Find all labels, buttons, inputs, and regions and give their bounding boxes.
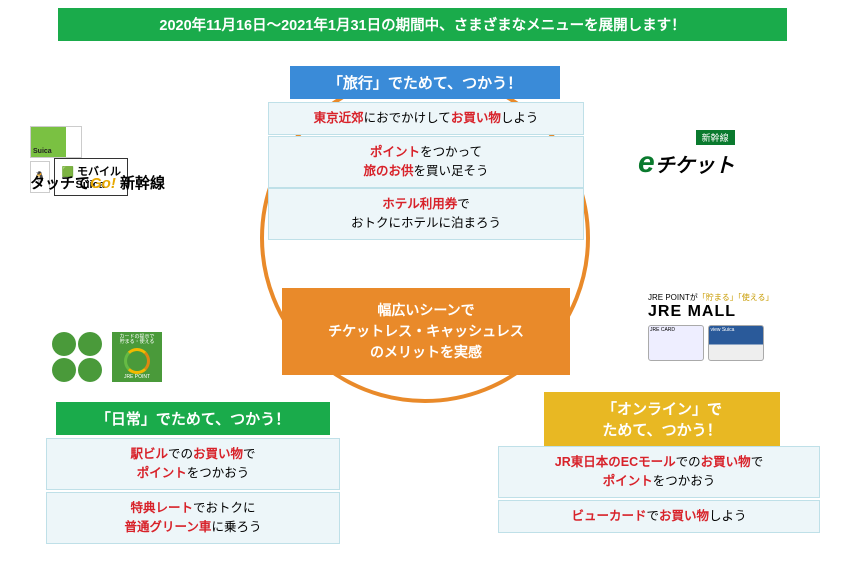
jremall-sub: JRE POINTが「貯まる」「使える」 [648, 292, 774, 303]
touchgo-t2: 新幹線 [116, 175, 165, 192]
jremall-sub2: 「貯まる」「使える」 [698, 293, 774, 302]
hl: ビューカード [571, 509, 646, 523]
touchgo-t1: タッチで [30, 175, 90, 192]
txt: でおトクに [193, 501, 256, 515]
suica-card-icon: Suica [30, 126, 82, 158]
txt: で [243, 447, 256, 461]
eticket-label: 新幹線 [696, 130, 735, 145]
touchgo-go: Go! [90, 175, 116, 192]
online-item: JR東日本のECモールでのお買い物で ポイントをつかおう [498, 446, 820, 498]
daily-item: 特典レートでおトクに 普通グリーン車に乗ろう [46, 492, 340, 544]
online-item: ビューカードでお買い物しよう [498, 500, 820, 533]
eticket-logo: 新幹線 eチケット [638, 128, 735, 180]
txt: で [457, 197, 470, 211]
txt: で [646, 509, 659, 523]
jrepoint-t2: 貯まる・使える [120, 339, 155, 345]
view-card-icon: view Suica [708, 325, 764, 361]
jrepoint-logos [52, 332, 102, 382]
txt: おトクにホテルに泊まろう [351, 216, 501, 230]
jrepoint-icon: カードの提示で 貯まる・使える JRE POINT [112, 332, 162, 382]
travel-item: ホテル利用券で おトクにホテルに泊まろう [268, 188, 584, 240]
jremall-logo: JRE MALL [648, 303, 774, 321]
hl: 普通グリーン車 [125, 520, 212, 534]
travel-item: 東京近郊におでかけしてお買い物しよう [268, 102, 584, 135]
hl: 東京近郊 [314, 111, 364, 125]
hl: ポイント [603, 474, 653, 488]
txt: をつかおう [653, 474, 716, 488]
hl: お買い物 [659, 509, 709, 523]
hl: お買い物 [451, 111, 501, 125]
center-line: チケットレス・キャッシュレス [290, 321, 562, 342]
eticket-word: チケット [655, 155, 735, 177]
hl: ポイント [137, 466, 187, 480]
hl: 駅ビル [130, 447, 168, 461]
travel-title: 「旅行」でためて、つかう！ [290, 66, 560, 99]
daily-title: 「日常」でためて、つかう！ [56, 402, 330, 435]
card-label: JRE CARD [650, 327, 675, 333]
eticket-text: eチケット [638, 146, 735, 180]
jremall-sub1: JRE POINTが [648, 293, 698, 302]
eticket-e-icon: e [638, 146, 655, 179]
txt: での [168, 447, 193, 461]
hl: お買い物 [193, 447, 243, 461]
hl: 旅のお供 [363, 164, 413, 178]
txt: をつかって [420, 145, 482, 159]
hl: お買い物 [701, 455, 751, 469]
hl: JR東日本のECモール [555, 455, 676, 469]
center-line: のメリットを実感 [290, 342, 562, 363]
travel-item: ポイントをつかって 旅のお供を買い足そう [268, 136, 584, 188]
jrepoint-ring-icon [124, 348, 150, 374]
clover-icon [52, 332, 102, 382]
touchgo-logo: タッチでGo! 新幹線 [30, 172, 165, 193]
hl: ポイント [370, 145, 420, 159]
txt: しよう [501, 111, 539, 125]
jrepoint-label: JRE POINT [124, 374, 150, 380]
jrepoint-card: カードの提示で 貯まる・使える JRE POINT [112, 332, 162, 382]
txt: での [676, 455, 701, 469]
jre-card-icon: JRE CARD [648, 325, 704, 361]
daily-item: 駅ビルでのお買い物で ポイントをつかおう [46, 438, 340, 490]
hl: ホテル利用券 [382, 197, 457, 211]
hl: 特典レート [130, 501, 193, 515]
online-title-l1: 「オンライン」で [602, 401, 722, 418]
suica-label: Suica [33, 148, 52, 155]
jremall-group: JRE POINTが「貯まる」「使える」 JRE MALL JRE CARD v… [648, 292, 774, 361]
txt: で [751, 455, 764, 469]
txt: に乗ろう [211, 520, 261, 534]
center-message: 幅広いシーンで チケットレス・キャッシュレス のメリットを実感 [282, 288, 570, 375]
center-line: 幅広いシーンで [290, 300, 562, 321]
online-title: 「オンライン」で ためて、つかう！ [544, 392, 780, 446]
txt: におでかけして [364, 111, 451, 125]
txt: をつかおう [187, 466, 250, 480]
online-title-l2: ためて、つかう！ [602, 422, 721, 439]
card-label: view Suica [710, 327, 734, 333]
period-banner: 2020年11月16日～2021年1月31日の期間中、さまざまなメニューを展開し… [58, 8, 787, 41]
txt: を買い足そう [414, 164, 489, 178]
txt: しよう [709, 509, 747, 523]
